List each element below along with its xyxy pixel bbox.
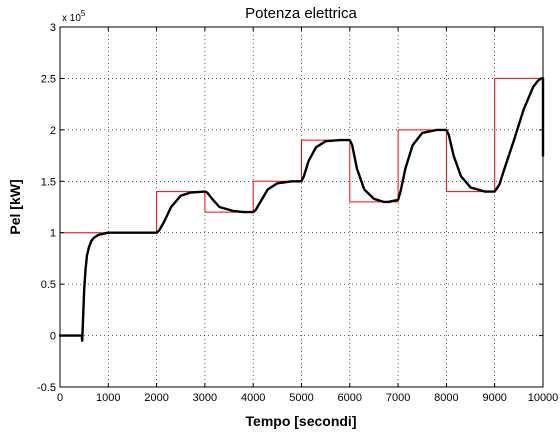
y-tick-label: 0.5 <box>41 279 56 291</box>
y-tick-label: 1.5 <box>41 176 56 188</box>
ticks: 0 1000 2000 3000 4000 5000 6000 7000 8000 9000 100… <box>37 22 558 404</box>
y-tick-label: 1 <box>50 228 56 240</box>
y-tick-label: -0.5 <box>37 382 56 394</box>
x-tick-label: 1000 <box>96 392 120 404</box>
y-tick-label: 3 <box>50 22 56 34</box>
x-tick-label: 2000 <box>144 392 168 404</box>
power-response-line <box>58 77 545 342</box>
x-tick-label: 9000 <box>482 392 506 404</box>
x-tick-label: 10000 <box>528 392 559 404</box>
x-tick-label: 7000 <box>386 392 410 404</box>
y-tick-label: 2.5 <box>41 73 56 85</box>
y-axis-label: Pel [kW] <box>7 179 23 234</box>
x-tick-label: 6000 <box>338 392 362 404</box>
series-group <box>58 77 545 342</box>
y-tick-label: 0 <box>50 331 56 343</box>
y-tick-label: 2 <box>50 125 56 137</box>
exponent-label: x 105 <box>62 9 86 24</box>
x-tick-label: 0 <box>57 392 63 404</box>
x-axis-label: Tempo [secondi] <box>246 413 357 429</box>
x-tick-label: 8000 <box>434 392 458 404</box>
x-tick-label: 4000 <box>241 392 265 404</box>
chart-title: Potenza elettrica <box>245 5 357 22</box>
x-tick-label: 3000 <box>193 392 217 404</box>
x-tick-label: 5000 <box>289 392 313 404</box>
